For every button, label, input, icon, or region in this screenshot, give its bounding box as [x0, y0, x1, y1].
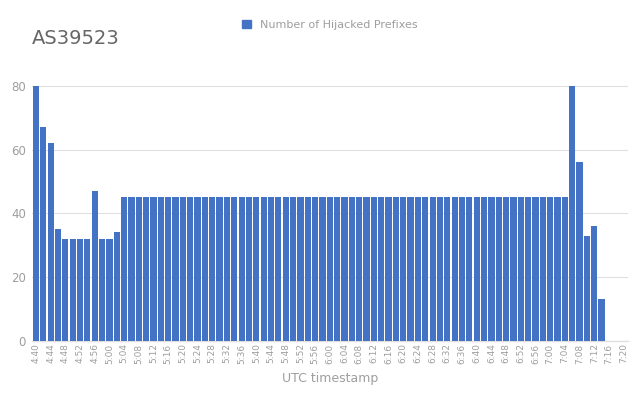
Bar [143, 197, 149, 341]
Bar [341, 197, 348, 341]
Bar [356, 197, 362, 341]
Bar [503, 197, 509, 341]
Bar [121, 197, 127, 341]
Bar [70, 239, 76, 341]
Bar [393, 197, 399, 341]
Bar [518, 197, 524, 341]
Bar [216, 197, 223, 341]
Bar [459, 197, 465, 341]
Legend: Number of Hijacked Prefixes: Number of Hijacked Prefixes [237, 15, 422, 34]
Bar [180, 197, 186, 341]
Bar [326, 197, 333, 341]
Bar [429, 197, 436, 341]
Bar [488, 197, 495, 341]
Bar [510, 197, 516, 341]
Bar [437, 197, 443, 341]
Bar [268, 197, 274, 341]
Bar [532, 197, 539, 341]
Bar [334, 197, 340, 341]
Bar [55, 229, 61, 341]
Bar [150, 197, 157, 341]
Bar [495, 197, 502, 341]
Bar [378, 197, 385, 341]
Bar [165, 197, 172, 341]
Bar [452, 197, 458, 341]
Bar [415, 197, 421, 341]
Bar [33, 86, 39, 341]
Bar [598, 299, 605, 341]
Bar [467, 197, 472, 341]
Bar [540, 197, 546, 341]
Bar [224, 197, 230, 341]
Bar [62, 239, 68, 341]
Bar [275, 197, 282, 341]
Bar [136, 197, 142, 341]
Bar [231, 197, 237, 341]
Bar [562, 197, 568, 341]
Bar [92, 191, 98, 341]
Bar [129, 197, 134, 341]
Bar [385, 197, 392, 341]
Bar [114, 232, 120, 341]
Bar [591, 226, 597, 341]
Bar [554, 197, 561, 341]
Bar [290, 197, 296, 341]
Bar [260, 197, 267, 341]
Bar [371, 197, 377, 341]
Bar [253, 197, 259, 341]
Bar [312, 197, 318, 341]
Bar [157, 197, 164, 341]
Bar [481, 197, 487, 341]
Bar [349, 197, 355, 341]
X-axis label: UTC timestamp: UTC timestamp [282, 372, 378, 385]
Bar [195, 197, 201, 341]
Text: AS39523: AS39523 [31, 29, 119, 48]
Bar [584, 236, 590, 341]
Bar [239, 197, 244, 341]
Bar [209, 197, 216, 341]
Bar [319, 197, 326, 341]
Bar [202, 197, 208, 341]
Bar [298, 197, 303, 341]
Bar [422, 197, 428, 341]
Bar [187, 197, 193, 341]
Bar [106, 239, 113, 341]
Bar [547, 197, 554, 341]
Bar [444, 197, 451, 341]
Bar [474, 197, 480, 341]
Bar [400, 197, 406, 341]
Bar [408, 197, 413, 341]
Bar [40, 127, 47, 341]
Bar [172, 197, 179, 341]
Bar [246, 197, 252, 341]
Bar [99, 239, 105, 341]
Bar [305, 197, 311, 341]
Bar [569, 86, 575, 341]
Bar [577, 162, 582, 341]
Bar [364, 197, 370, 341]
Bar [47, 143, 54, 341]
Bar [525, 197, 531, 341]
Bar [84, 239, 90, 341]
Bar [77, 239, 83, 341]
Bar [283, 197, 289, 341]
